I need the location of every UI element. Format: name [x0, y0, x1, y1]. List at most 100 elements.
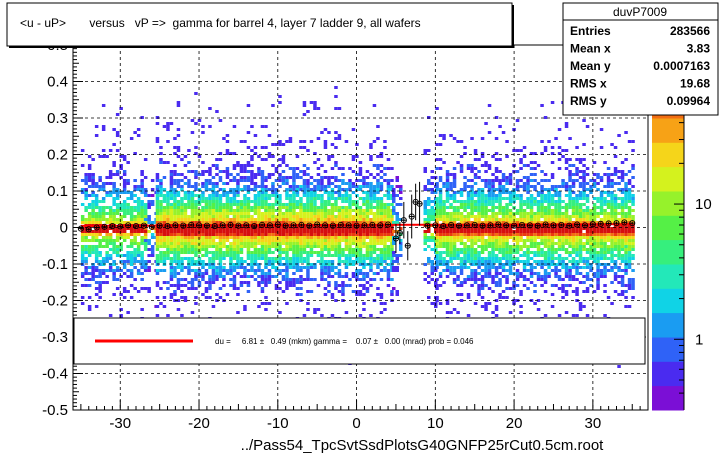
heatmap-cell [533, 290, 537, 293]
heatmap-cell [140, 191, 144, 194]
heatmap-cell [554, 236, 558, 239]
heatmap-cell [194, 212, 198, 215]
heatmap-cell [386, 218, 391, 221]
heatmap-cell [442, 281, 446, 284]
heatmap-cell [533, 152, 537, 155]
heatmap-cell [285, 269, 289, 272]
heatmap-cell [337, 137, 342, 140]
heatmap-cell [508, 182, 513, 185]
heatmap-cell [589, 284, 593, 287]
heatmap-cell [435, 260, 439, 263]
heatmap-cell [112, 245, 116, 248]
heatmap-cell [571, 215, 576, 218]
heatmap-cell [358, 293, 363, 296]
heatmap-cell [218, 188, 223, 191]
heatmap-cell [162, 239, 167, 242]
heatmap-cell [292, 272, 296, 275]
heatmap-cell [147, 200, 151, 203]
heatmap-cell [606, 263, 611, 266]
heatmap-cell [449, 218, 453, 221]
heatmap-cell [383, 194, 387, 197]
heatmap-cell [452, 206, 457, 209]
heatmap-cell [166, 212, 170, 215]
heatmap-cell [250, 233, 254, 236]
heatmap-cell [466, 179, 471, 182]
heatmap-cell [596, 272, 600, 275]
heatmap-cell [498, 227, 502, 230]
heatmap-cell [442, 212, 446, 215]
heatmap-cell [550, 230, 555, 233]
heatmap-cell [459, 251, 464, 254]
heatmap-cell [292, 254, 296, 257]
heatmap-cell [129, 257, 134, 260]
heatmap-cell [215, 293, 219, 296]
heatmap-cell [596, 257, 600, 260]
heatmap-cell [376, 164, 380, 167]
heatmap-cell [515, 149, 520, 152]
heatmap-cell [194, 218, 198, 221]
heatmap-cell [299, 269, 303, 272]
heatmap-cell [119, 254, 123, 257]
heatmap-cell [173, 152, 177, 155]
heatmap-cell [480, 212, 485, 215]
heatmap-cell [313, 278, 317, 281]
heatmap-cell [470, 209, 474, 212]
heatmap-cell [180, 239, 184, 242]
heatmap-cell [438, 194, 443, 197]
heatmap-cell [596, 260, 600, 263]
heatmap-cell [603, 161, 607, 164]
heatmap-cell [547, 245, 551, 248]
heatmap-cell [330, 230, 335, 233]
heatmap-cell [603, 314, 607, 317]
heatmap-cell [278, 176, 282, 179]
heatmap-cell [257, 173, 261, 176]
heatmap-cell [386, 248, 391, 251]
heatmap-cell [522, 227, 527, 230]
heatmap-cell [543, 218, 548, 221]
heatmap-cell [624, 215, 628, 218]
heatmap-cell [313, 263, 317, 266]
heatmap-cell [292, 281, 296, 284]
heatmap-cell [112, 188, 116, 191]
heatmap-cell [606, 236, 611, 239]
heatmap-cell [169, 209, 174, 212]
heatmap-cell [87, 233, 92, 236]
heatmap-cell [341, 188, 345, 191]
heatmap-cell [147, 203, 151, 206]
heatmap-cell [239, 212, 244, 215]
heatmap-cell [334, 272, 338, 275]
heatmap-cell [243, 140, 247, 143]
heatmap-cell [302, 113, 307, 116]
heatmap-cell [561, 248, 565, 251]
heatmap-cell [222, 266, 226, 269]
heatmap-cell [473, 149, 478, 152]
heatmap-cell [316, 242, 321, 245]
heatmap-cell [243, 272, 247, 275]
heatmap-cell [515, 185, 520, 188]
heatmap-cell [218, 176, 223, 179]
heatmap-cell [225, 200, 230, 203]
heatmap-cell [197, 263, 202, 266]
heatmap-cell [285, 278, 289, 281]
heatmap-cell [383, 254, 387, 257]
heatmap-cell [169, 170, 174, 173]
heatmap-cell [568, 254, 572, 257]
heatmap-cell [274, 167, 279, 170]
heatmap-cell [320, 221, 324, 224]
heatmap-cell [498, 125, 502, 128]
heatmap-cell [122, 233, 127, 236]
heatmap-cell [592, 212, 597, 215]
heatmap-cell [459, 263, 464, 266]
heatmap-cell [508, 200, 513, 203]
heatmap-cell [617, 266, 621, 269]
heatmap-cell [187, 221, 191, 224]
heatmap-cell [477, 203, 481, 206]
heatmap-cell [187, 260, 191, 263]
heatmap-cell [190, 251, 195, 254]
heatmap-cell [337, 263, 342, 266]
heatmap-cell [543, 221, 548, 224]
heatmap-cell [620, 242, 625, 245]
heatmap-cell [617, 182, 621, 185]
heatmap-cell [211, 236, 216, 239]
heatmap-cell [459, 227, 464, 230]
